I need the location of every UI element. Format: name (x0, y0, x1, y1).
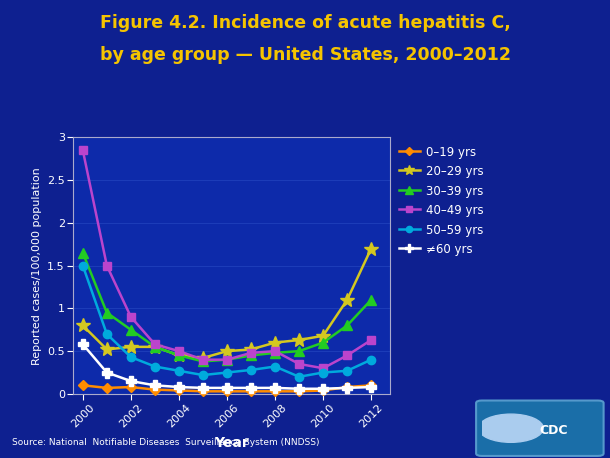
0–19 yrs (343, 384, 351, 390)
0–19 yrs (175, 388, 182, 393)
Line: 50–59 yrs: 50–59 yrs (79, 262, 375, 381)
30–39 yrs (79, 250, 87, 256)
0–19 yrs (79, 382, 87, 388)
Line: 0–19 yrs: 0–19 yrs (79, 382, 375, 395)
40–49 yrs (103, 263, 110, 268)
0–19 yrs (320, 388, 327, 393)
FancyBboxPatch shape (476, 400, 603, 456)
40–49 yrs (343, 353, 351, 358)
20–29 yrs (295, 337, 303, 343)
≠60 yrs (367, 384, 375, 390)
Text: CDC: CDC (539, 424, 568, 437)
30–39 yrs (320, 340, 327, 345)
40–49 yrs (320, 365, 327, 371)
40–49 yrs (199, 357, 207, 362)
50–59 yrs (151, 364, 159, 369)
30–39 yrs (127, 327, 135, 333)
30–39 yrs (223, 357, 231, 362)
≠60 yrs (320, 386, 327, 392)
20–29 yrs (79, 323, 87, 328)
Y-axis label: Reported cases/100,000 population: Reported cases/100,000 population (32, 167, 41, 365)
≠60 yrs (248, 385, 255, 391)
20–29 yrs (248, 347, 255, 352)
0–19 yrs (127, 384, 135, 390)
≠60 yrs (271, 385, 279, 391)
0–19 yrs (151, 387, 159, 393)
30–39 yrs (199, 359, 207, 364)
20–29 yrs (343, 297, 351, 303)
Circle shape (478, 414, 544, 442)
40–49 yrs (127, 314, 135, 320)
30–39 yrs (295, 349, 303, 354)
50–59 yrs (320, 370, 327, 375)
20–29 yrs (175, 353, 182, 358)
40–49 yrs (248, 350, 255, 355)
Line: ≠60 yrs: ≠60 yrs (78, 339, 376, 393)
0–19 yrs (295, 388, 303, 394)
50–59 yrs (248, 367, 255, 373)
20–29 yrs (127, 344, 135, 349)
0–19 yrs (199, 388, 207, 394)
40–49 yrs (175, 349, 182, 354)
30–39 yrs (175, 353, 182, 358)
X-axis label: Year: Year (215, 436, 249, 450)
Text: by age group — United States, 2000–2012: by age group — United States, 2000–2012 (99, 46, 511, 64)
≠60 yrs (295, 386, 303, 392)
Text: Source: National  Notifiable Diseases  Surveillance System (NNDSS): Source: National Notifiable Diseases Sur… (12, 437, 320, 447)
50–59 yrs (271, 364, 279, 369)
20–29 yrs (151, 344, 159, 349)
20–29 yrs (320, 333, 327, 338)
50–59 yrs (295, 374, 303, 380)
40–49 yrs (271, 349, 279, 354)
20–29 yrs (199, 355, 207, 361)
≠60 yrs (151, 382, 159, 388)
Line: 30–39 yrs: 30–39 yrs (78, 248, 376, 366)
30–39 yrs (103, 310, 110, 316)
≠60 yrs (343, 385, 351, 391)
40–49 yrs (367, 337, 375, 343)
0–19 yrs (248, 388, 255, 394)
≠60 yrs (199, 385, 207, 391)
50–59 yrs (103, 331, 110, 337)
50–59 yrs (343, 368, 351, 374)
30–39 yrs (271, 350, 279, 355)
≠60 yrs (223, 385, 231, 391)
Legend: 0–19 yrs, 20–29 yrs, 30–39 yrs, 40–49 yrs, 50–59 yrs, ≠60 yrs: 0–19 yrs, 20–29 yrs, 30–39 yrs, 40–49 yr… (396, 143, 486, 259)
50–59 yrs (175, 368, 182, 374)
0–19 yrs (367, 382, 375, 388)
30–39 yrs (248, 353, 255, 358)
20–29 yrs (223, 349, 231, 354)
40–49 yrs (223, 357, 231, 362)
≠60 yrs (127, 378, 135, 384)
50–59 yrs (79, 263, 87, 268)
20–29 yrs (103, 347, 110, 352)
≠60 yrs (175, 384, 182, 390)
30–39 yrs (367, 297, 375, 303)
30–39 yrs (343, 323, 351, 328)
Text: Figure 4.2. Incidence of acute hepatitis C,: Figure 4.2. Incidence of acute hepatitis… (99, 14, 511, 32)
≠60 yrs (79, 342, 87, 347)
0–19 yrs (103, 385, 110, 391)
20–29 yrs (271, 340, 279, 345)
Line: 20–29 yrs: 20–29 yrs (76, 242, 378, 365)
Line: 40–49 yrs: 40–49 yrs (79, 146, 375, 372)
50–59 yrs (367, 357, 375, 362)
20–29 yrs (367, 246, 375, 251)
0–19 yrs (271, 388, 279, 394)
50–59 yrs (223, 370, 231, 375)
0–19 yrs (223, 388, 231, 394)
≠60 yrs (103, 370, 110, 375)
40–49 yrs (151, 342, 159, 347)
30–39 yrs (151, 344, 159, 349)
50–59 yrs (199, 372, 207, 378)
50–59 yrs (127, 354, 135, 360)
40–49 yrs (79, 147, 87, 153)
40–49 yrs (295, 361, 303, 367)
